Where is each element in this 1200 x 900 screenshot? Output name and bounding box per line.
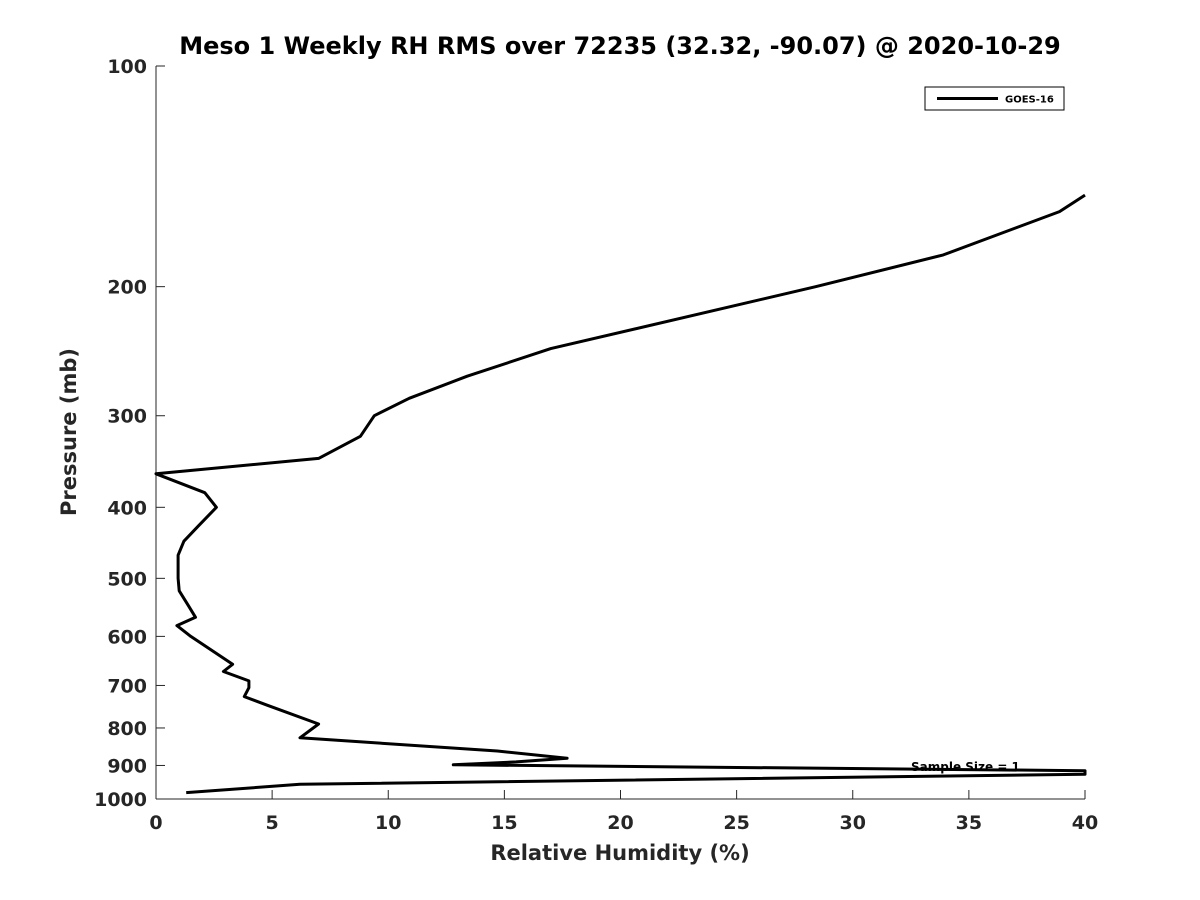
chart-title: Meso 1 Weekly RH RMS over 72235 (32.32, … — [179, 32, 1061, 60]
series-line-goes-16 — [154, 193, 1087, 795]
y-tick-label: 700 — [107, 675, 147, 697]
y-tick-label: 600 — [107, 626, 147, 648]
x-tick-label: 40 — [1072, 812, 1098, 834]
y-tick-label: 900 — [107, 755, 147, 777]
y-tick-label: 1000 — [94, 789, 147, 811]
x-tick-label: 25 — [723, 812, 749, 834]
y-tick-label: 300 — [107, 406, 147, 428]
x-axis-label: Relative Humidity (%) — [490, 841, 749, 865]
legend-label-goes-16: GOES-16 — [1005, 95, 1054, 106]
y-tick-label: 200 — [107, 277, 147, 299]
x-tick-label: 10 — [375, 812, 401, 834]
x-tick-label: 20 — [607, 812, 633, 834]
y-tick-label: 400 — [107, 497, 147, 519]
sample-size-annotation: Sample Size = 1 — [911, 760, 1020, 774]
x-tick-label: 15 — [491, 812, 517, 834]
y-axis-label: Pressure (mb) — [57, 348, 81, 516]
legend: GOES-16 — [924, 86, 1065, 111]
plot-area: 0 5 10 15 20 25 30 35 40 100 200 300 400 500 600 700 800… — [94, 56, 1098, 834]
x-tick-label: 30 — [840, 812, 866, 834]
y-tick-label: 800 — [107, 718, 147, 740]
x-tick-label: 5 — [266, 812, 279, 834]
y-tick-label: 100 — [107, 56, 147, 78]
x-tick-label: 35 — [956, 812, 982, 834]
y-tick-label: 500 — [107, 568, 147, 590]
x-tick-label: 0 — [149, 812, 162, 834]
